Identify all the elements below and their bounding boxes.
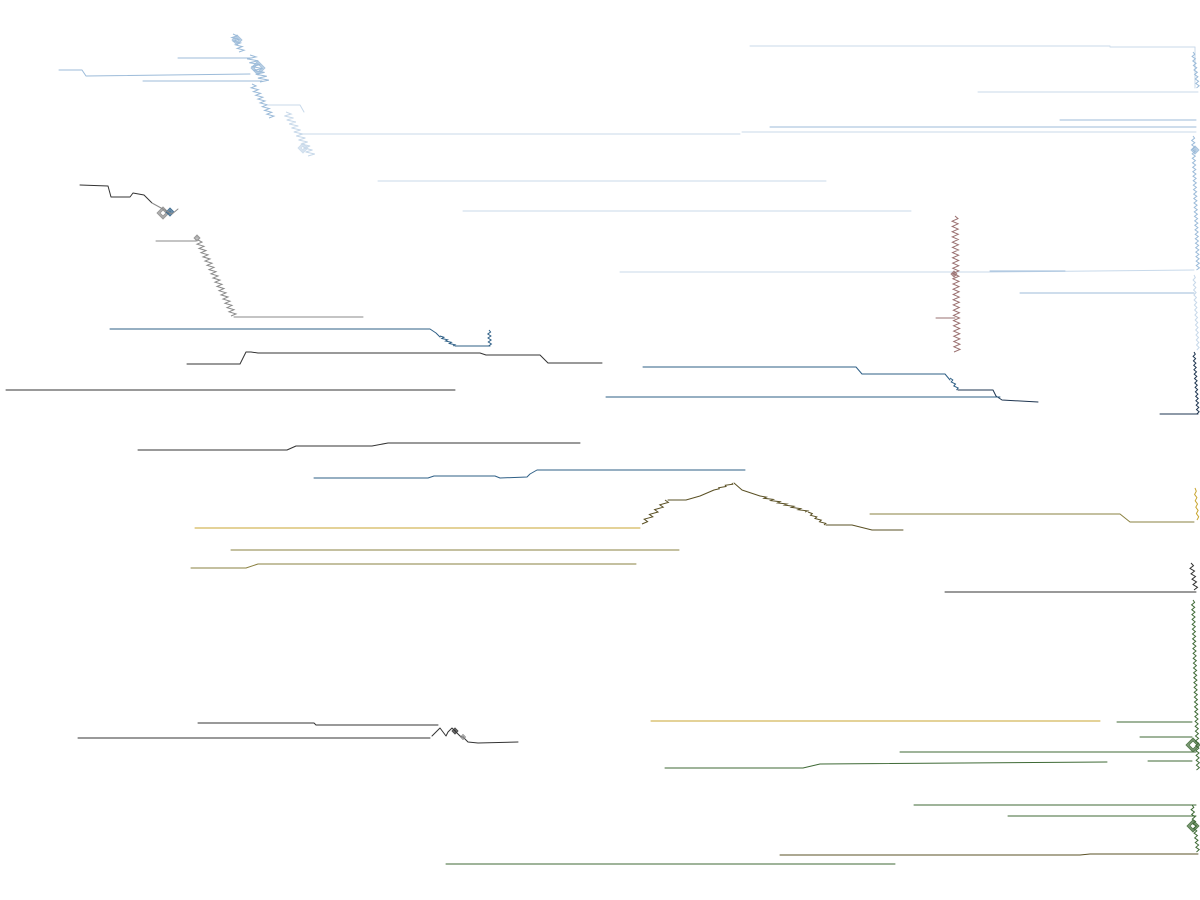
- black-step-line: [137, 442, 581, 451]
- black-step-line: [197, 722, 439, 726]
- steel-blue-squiggle: [439, 335, 457, 347]
- mauve-squiggle: [950, 215, 962, 353]
- green-blob: [1185, 737, 1200, 753]
- steel-blue-step-line: [109, 328, 441, 338]
- steel-blue-step-line: [313, 469, 746, 479]
- black-squiggle-line: [431, 727, 519, 744]
- black-squiggle: [1189, 562, 1199, 591]
- light-blue-squiggle: [249, 83, 276, 119]
- pale-blue-squiggle: [1192, 274, 1200, 351]
- steel-blue-squiggle: [486, 329, 493, 347]
- pale-blue-blob: [297, 142, 309, 154]
- gray-step-line: [151, 202, 179, 215]
- gray-step-line: [79, 184, 153, 204]
- olive-line: [825, 524, 904, 531]
- steel-blue-step-line: [642, 366, 951, 381]
- olive-line: [667, 489, 715, 501]
- light-blue-blob: [1190, 145, 1200, 155]
- olive-squiggle: [713, 482, 734, 491]
- pale-blue-line: [267, 104, 305, 113]
- light-blue-squiggle: [230, 33, 246, 53]
- gray-squiggle: [195, 239, 238, 317]
- mustard-squiggle: [1194, 487, 1200, 521]
- green-blob: [1186, 819, 1200, 833]
- green-line: [664, 761, 1108, 769]
- light-blue-blob: [250, 60, 266, 76]
- dark-olive-line: [779, 853, 1199, 856]
- pale-blue-line: [619, 269, 1195, 273]
- olive-line: [869, 513, 1195, 523]
- black-blob: [459, 733, 467, 741]
- pale-blue-line: [1109, 46, 1196, 89]
- navy-squiggle: [1192, 351, 1200, 415]
- light-blue-squiggle: [246, 54, 270, 83]
- light-blue-squiggle: [1190, 135, 1200, 271]
- navy-step-line: [957, 389, 1039, 403]
- olive-squiggle: [807, 511, 827, 526]
- olive-line: [190, 563, 637, 569]
- light-blue-blob: [231, 34, 243, 46]
- light-blue-squiggle: [1191, 51, 1200, 89]
- olive-line: [733, 482, 761, 497]
- olive-squiggle: [641, 499, 670, 525]
- steel-blue-squiggle: [949, 377, 960, 391]
- black-step-line: [186, 351, 603, 365]
- olive-squiggle: [759, 495, 810, 513]
- light-blue-line: [58, 69, 251, 77]
